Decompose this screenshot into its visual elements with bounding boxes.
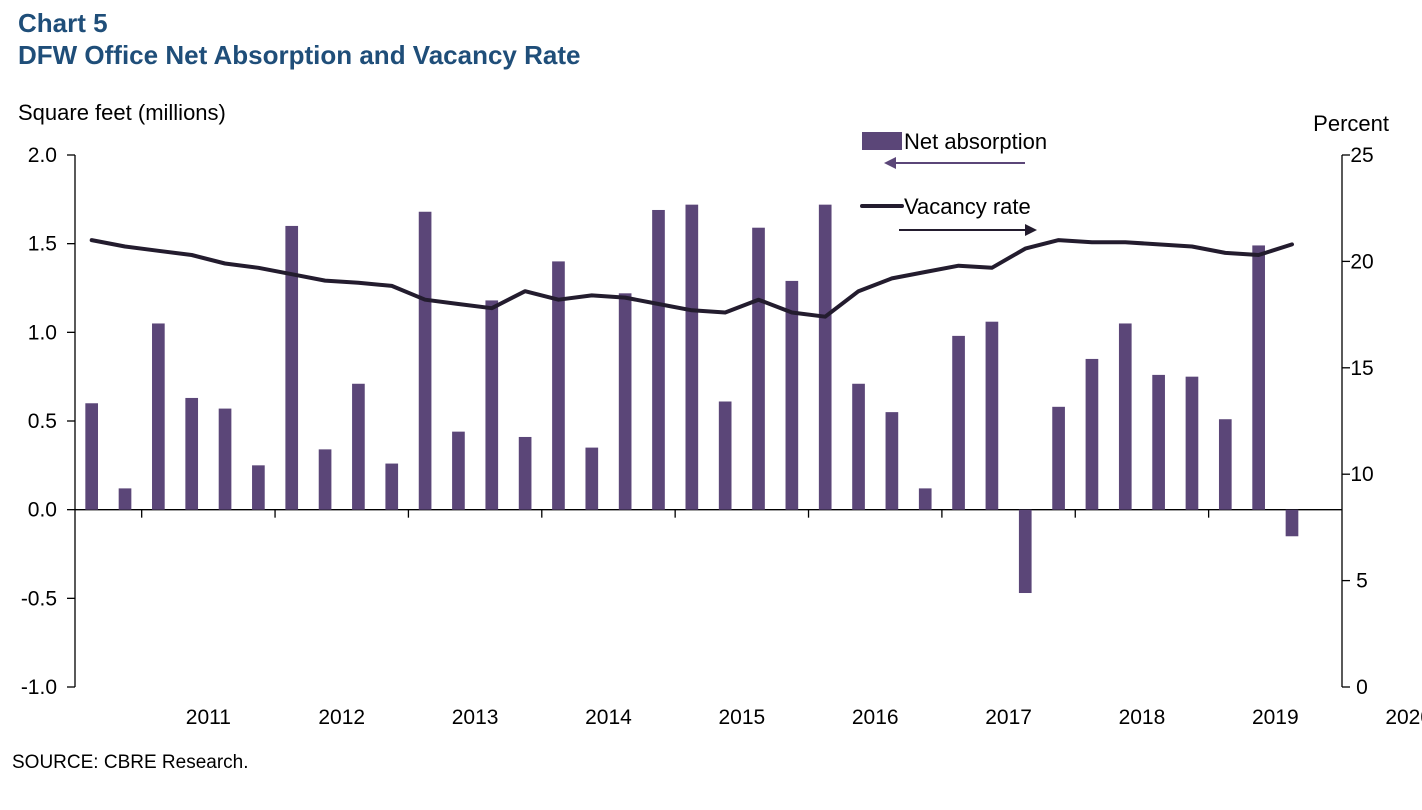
y-right-tick-label: 10 [1350, 463, 1373, 486]
bar [185, 397, 199, 510]
x-tick-label: 2016 [852, 706, 899, 729]
bar [1285, 509, 1299, 537]
y-left-tick-label: 1.0 [28, 321, 57, 344]
bar [552, 261, 565, 510]
source-note: SOURCE: CBRE Research. [12, 752, 249, 773]
y-left-tick-label: 1.5 [28, 233, 57, 256]
bar [385, 463, 399, 510]
legend-arrow-left-head [884, 157, 896, 169]
bar [452, 431, 465, 510]
legend: Net absorption Vacancy rate [860, 129, 1047, 236]
y-right-tick-label: 25 [1350, 144, 1373, 167]
bar [118, 488, 132, 510]
line-series [89, 238, 1294, 319]
bar [918, 488, 932, 510]
bar [952, 335, 965, 510]
y-left-axis-label: Square feet (millions) [18, 100, 226, 125]
bar [285, 225, 299, 510]
bar [618, 293, 632, 510]
bar [885, 412, 899, 510]
y-right-tick-label: 5 [1356, 570, 1368, 593]
x-tick-label: 2015 [718, 706, 765, 729]
bar [152, 323, 165, 510]
chart-title: DFW Office Net Absorption and Vacancy Ra… [18, 40, 581, 70]
bar [1118, 323, 1132, 510]
bar [985, 321, 999, 510]
bar [818, 204, 832, 510]
bar [1085, 358, 1099, 510]
bar-series [85, 204, 1299, 594]
bar [485, 300, 499, 510]
legend-swatch-net-absorption [862, 132, 902, 150]
x-tick-label: 2014 [585, 706, 632, 729]
legend-arrow-right-head [1025, 224, 1037, 236]
x-tick-label: 2018 [1119, 706, 1166, 729]
bar [752, 227, 765, 510]
y-left-tick-label: -1.0 [21, 676, 57, 699]
bar [1152, 374, 1165, 510]
bar [318, 449, 332, 510]
bar [252, 465, 265, 510]
chart-number: Chart 5 [18, 8, 108, 38]
y-left-tick-label: -0.5 [21, 587, 57, 610]
bar [85, 403, 99, 510]
bar [1185, 376, 1199, 510]
bar [1252, 245, 1265, 510]
bar [1018, 509, 1032, 594]
bar [1218, 419, 1232, 510]
bar [418, 211, 432, 510]
x-tick-label: 2019 [1252, 706, 1299, 729]
bar [585, 447, 599, 510]
legend-label-net-absorption: Net absorption [904, 129, 1047, 154]
y-right-tick-label: 0 [1356, 676, 1368, 699]
legend-label-vacancy-rate: Vacancy rate [904, 194, 1031, 219]
y-left-tick-label: 0.0 [28, 499, 57, 522]
x-tick-label: 2012 [318, 706, 365, 729]
y-left-tick-label: 0.5 [28, 410, 57, 433]
bar [218, 408, 232, 510]
bar [1052, 406, 1065, 510]
y-right-tick-label: 15 [1350, 357, 1373, 380]
bar [785, 280, 799, 510]
bar [718, 401, 732, 510]
x-tick-label: 2013 [452, 706, 499, 729]
bar [652, 209, 665, 510]
bar [352, 383, 365, 510]
x-tick-label: 2011 [186, 706, 231, 729]
bar [852, 383, 865, 510]
bar [518, 436, 532, 510]
y-right-tick-label: 20 [1350, 250, 1373, 273]
y-left-tick-label: 2.0 [28, 144, 57, 167]
x-tick-label: 2020 [1385, 706, 1422, 729]
bar [685, 204, 699, 510]
x-tick-label: 2017 [985, 706, 1032, 729]
y-right-axis-label: Percent [1313, 111, 1389, 136]
